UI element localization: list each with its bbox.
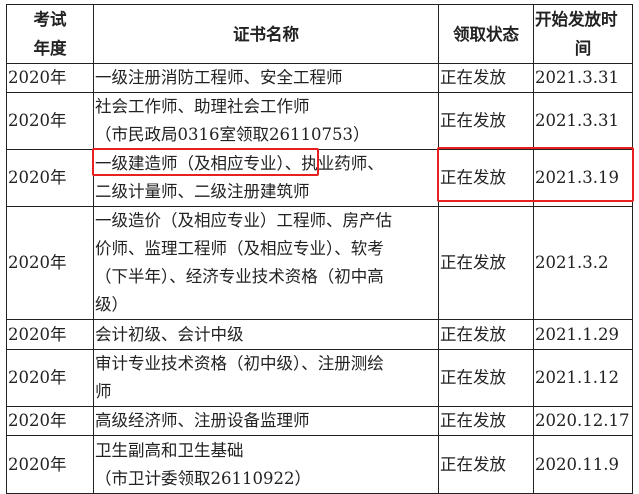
table-row: 2020年 会计初级、会计中级 正在发放 2021.1.29 (6, 319, 633, 350)
status: 正在发放 (438, 149, 534, 207)
header-name: 证书名称 (93, 4, 439, 64)
certificate-name: 一级建造师（及相应专业）、执业药师、 二级计量师、二级注册建筑师 (93, 149, 439, 207)
certificate-name: 一级注册消防工程师、安全工程师 (93, 63, 439, 93)
certificate-name-line: 审计专业技术资格（初中级）、注册测绘 (95, 354, 384, 373)
table-row: 2020年 高级经济师、注册设备监理师 正在发放 2020.12.17 (6, 406, 633, 436)
exam-year: 2020年 (6, 63, 94, 93)
certificate-name-line: 一级建造师（及相应专业）、执业药师、 (95, 154, 384, 173)
certificate-name-line: （市卫计委领取26110922） (95, 468, 311, 488)
certificate-table: 考试 年度 证书名称 领取状态 开始发放时间 2020年 一级注册消防工程师、安全工… (6, 4, 633, 494)
start-date: 2021.3.31 (533, 63, 633, 93)
exam-year: 2020年 (6, 319, 94, 350)
table-row: 2020年 审计专业技术资格（初中级）、注册测绘师正在发放 2021.1.12 (6, 349, 633, 407)
header-text: 开始发放时 (535, 10, 618, 29)
certificate-name: 卫生副高和卫生基础 （市卫计委领取26110922） (93, 435, 439, 494)
certificate-name: 社会工作师、助理社会工作师 （市民政局0316室领取26110753） (93, 92, 439, 150)
start-date: 2020.11.9 (533, 435, 633, 494)
table-row: 2020年 卫生副高和卫生基础 （市卫计委领取26110922） 正在发放 2020.1… (6, 435, 633, 494)
certificate-name-line: 高级经济师、注册设备监理师 (95, 411, 310, 430)
start-date: 2021.3.2 (533, 206, 633, 320)
table-header: 考试年度 证书名称 领取状态 开始发放时间 (6, 4, 633, 64)
certificate-name-line: 一级注册消防工程师、安全工程师 (95, 68, 343, 87)
status: 正在发放 (438, 319, 534, 350)
certificate-name-line: 二级计量师、二级注册建筑师 (95, 182, 310, 201)
certificate-name-line: 级） (95, 295, 128, 314)
status: 正在发放 (438, 349, 534, 407)
header-text: 间 (574, 39, 592, 58)
start-date: 2021.3.19 (533, 149, 633, 207)
header-year: 考试 年度 (6, 4, 94, 64)
certificate-name: 会计初级、会计中级 (93, 319, 439, 350)
exam-year: 2020年 (6, 435, 94, 494)
table-row: 2020年 一级建造师（及相应专业）、执业药师、 二级计量师、二级注册建筑师 正在发放… (6, 149, 633, 207)
status: 正在发放 (438, 206, 534, 320)
table-row: 2020年 社会工作师、助理社会工作师 （市民政局0316室领取26110753） 正… (6, 92, 633, 150)
header-text: 考试 (33, 10, 67, 29)
exam-year: 2020年 (6, 349, 94, 407)
start-date: 2021.3.31 (533, 92, 633, 150)
status: 正在发放 (438, 63, 534, 93)
certificate-name: 高级经济师、注册设备监理师 (93, 406, 439, 436)
status: 正在发放 (438, 406, 534, 436)
certificate-name-line: （下半年）、经济专业技术资格（初中高 (95, 267, 384, 286)
start-date: 2021.1.29 (533, 319, 633, 350)
exam-year: 2020年 (6, 149, 94, 207)
table-row: 2020年 一级注册消防工程师、安全工程师 正在发放 2021.3.31 (6, 63, 633, 93)
header-status: 领取状态 (438, 4, 534, 64)
status: 正在发放 (438, 435, 534, 494)
certificate-name-line: 一级造价（及相应专业）工程师、房产估 (95, 211, 392, 230)
header-date: 开始发放时间 (533, 4, 633, 64)
certificate-name-line: 会计初级、会计中级 (95, 324, 244, 344)
certificate-name-line: 师 (95, 382, 112, 401)
certificate-name-line: 卫生副高和卫生基础 (95, 440, 244, 460)
certificate-name-line: （市民政局0316室领取26110753） (95, 125, 370, 144)
start-date: 2021.1.12 (533, 349, 633, 407)
exam-year: 2020年 (6, 92, 94, 150)
certificate-name: 审计专业技术资格（初中级）、注册测绘师 (93, 349, 439, 407)
start-date: 2020.12.17 (533, 406, 633, 436)
certificate-name-line: 价师、监理工程师（及相应专业）、软考 (95, 239, 384, 258)
header-text: 年度 (33, 39, 67, 58)
table-row: 2020年 一级造价（及相应专业）工程师、房产估 价师、监理工程师（及相应专业）、软… (6, 206, 633, 320)
exam-year: 2020年 (6, 206, 94, 320)
certificate-name-line: 社会工作师、助理社会工作师 (95, 97, 310, 116)
exam-year: 2020年 (6, 406, 94, 436)
certificate-name: 一级造价（及相应专业）工程师、房产估 价师、监理工程师（及相应专业）、软考 （下半年… (93, 206, 439, 320)
status: 正在发放 (438, 92, 534, 150)
